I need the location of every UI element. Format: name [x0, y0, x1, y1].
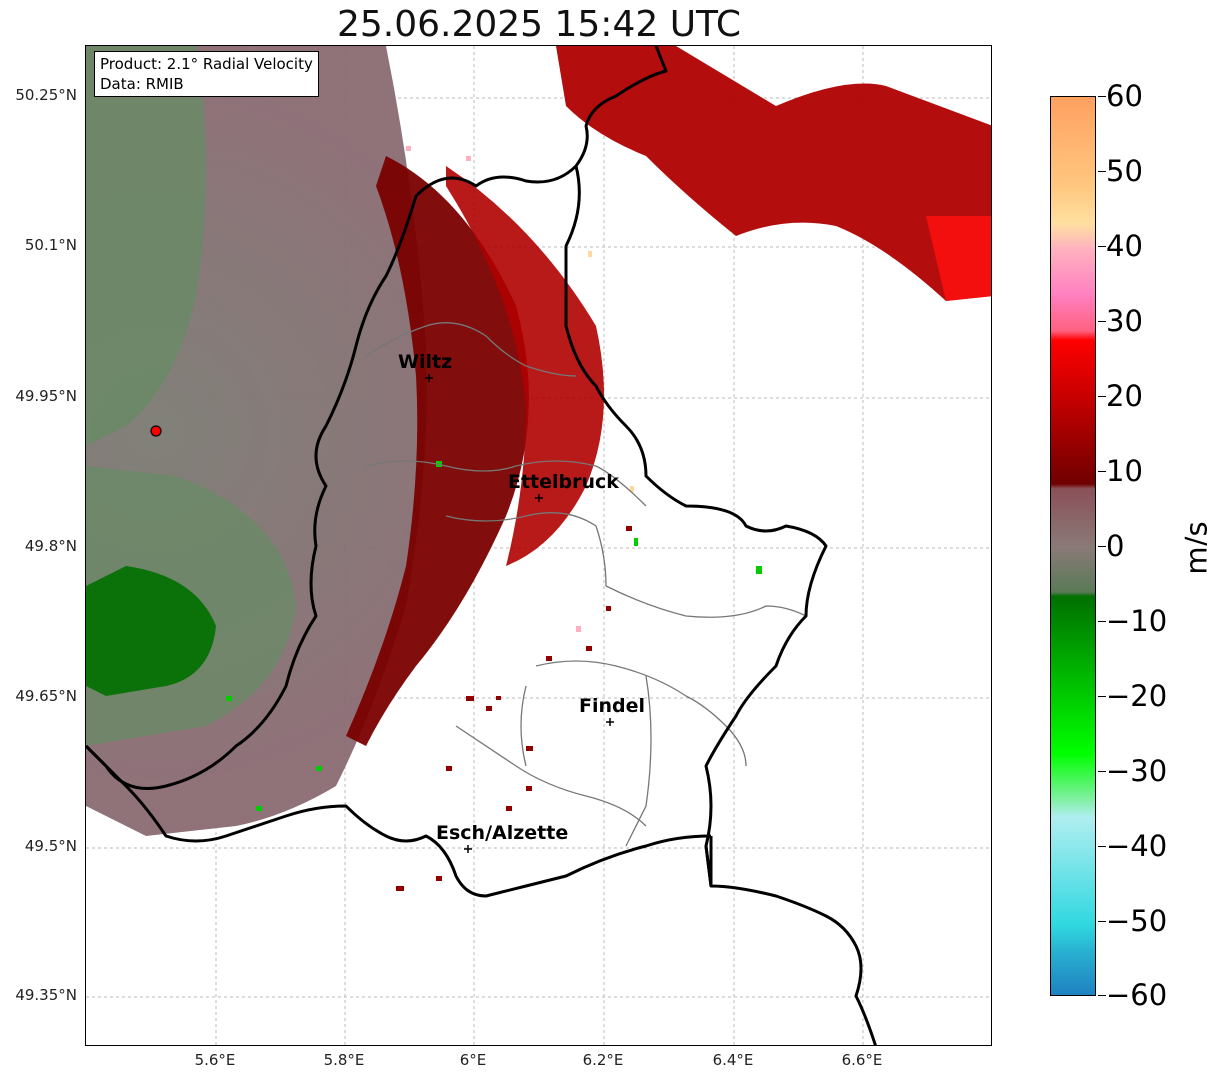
- border-lu-fr: [86, 744, 712, 898]
- x-tick-label: 6.4°E: [712, 1051, 754, 1069]
- radar-map[interactable]: Wiltz Ettelbruck Findel Esch/Alzette: [85, 45, 992, 1046]
- map-title: 25.06.2025 15:42 UTC: [336, 4, 742, 45]
- y-tick-label: 50.1°N: [24, 236, 77, 254]
- map-canvas: Wiltz Ettelbruck Findel Esch/Alzette: [86, 46, 991, 1045]
- city-label-wiltz: Wiltz: [398, 351, 452, 373]
- colorbar-unit-label: m/s: [1179, 521, 1207, 575]
- y-tick-label: 49.35°N: [15, 986, 77, 1004]
- border-lu-de: [564, 165, 877, 1045]
- x-tick-label: 6.6°E: [841, 1051, 883, 1069]
- y-tick-label: 50.25°N: [15, 86, 77, 104]
- colorbar-tick-label: 10: [1106, 454, 1143, 488]
- colorbar-tick-label: −60: [1106, 978, 1168, 1012]
- colorbar-tick-label: −40: [1106, 829, 1168, 863]
- colorbar-tick-label: 0: [1106, 529, 1125, 563]
- data-source-label: Data: RMIB: [100, 75, 184, 93]
- x-tick-label: 5.6°E: [194, 1051, 236, 1069]
- colorbar-tick-label: −30: [1106, 754, 1168, 788]
- city-label-findel: Findel: [579, 695, 645, 717]
- velocity-colorbar: [1050, 96, 1096, 996]
- border-lu-be-de: [86, 46, 668, 790]
- colorbar-tick-label: 30: [1106, 304, 1143, 338]
- radar-site-marker: [150, 425, 162, 437]
- x-tick-label: 6°E: [459, 1051, 487, 1069]
- colorbar-tick-label: 20: [1106, 379, 1143, 413]
- colorbar-tick-label: 60: [1106, 79, 1143, 113]
- colorbar-tick-label: 50: [1106, 154, 1143, 188]
- product-label: Product: 2.1° Radial Velocity: [100, 55, 313, 73]
- product-info-box: Product: 2.1° Radial Velocity Data: RMIB: [94, 51, 319, 97]
- city-label-esch: Esch/Alzette: [436, 822, 568, 844]
- y-tick-label: 49.5°N: [24, 837, 77, 855]
- x-tick-label: 6.2°E: [582, 1051, 624, 1069]
- x-tick-label: 5.8°E: [323, 1051, 365, 1069]
- y-tick-label: 49.65°N: [15, 687, 77, 705]
- colorbar-tick-label: −10: [1106, 604, 1168, 638]
- colorbar-tick-label: −50: [1106, 904, 1168, 938]
- y-tick-label: 49.8°N: [24, 537, 77, 555]
- city-label-ettelbruck: Ettelbruck: [508, 471, 619, 493]
- colorbar-tick-label: −20: [1106, 679, 1168, 713]
- colorbar-tick-label: 40: [1106, 229, 1143, 263]
- y-tick-label: 49.95°N: [15, 387, 77, 405]
